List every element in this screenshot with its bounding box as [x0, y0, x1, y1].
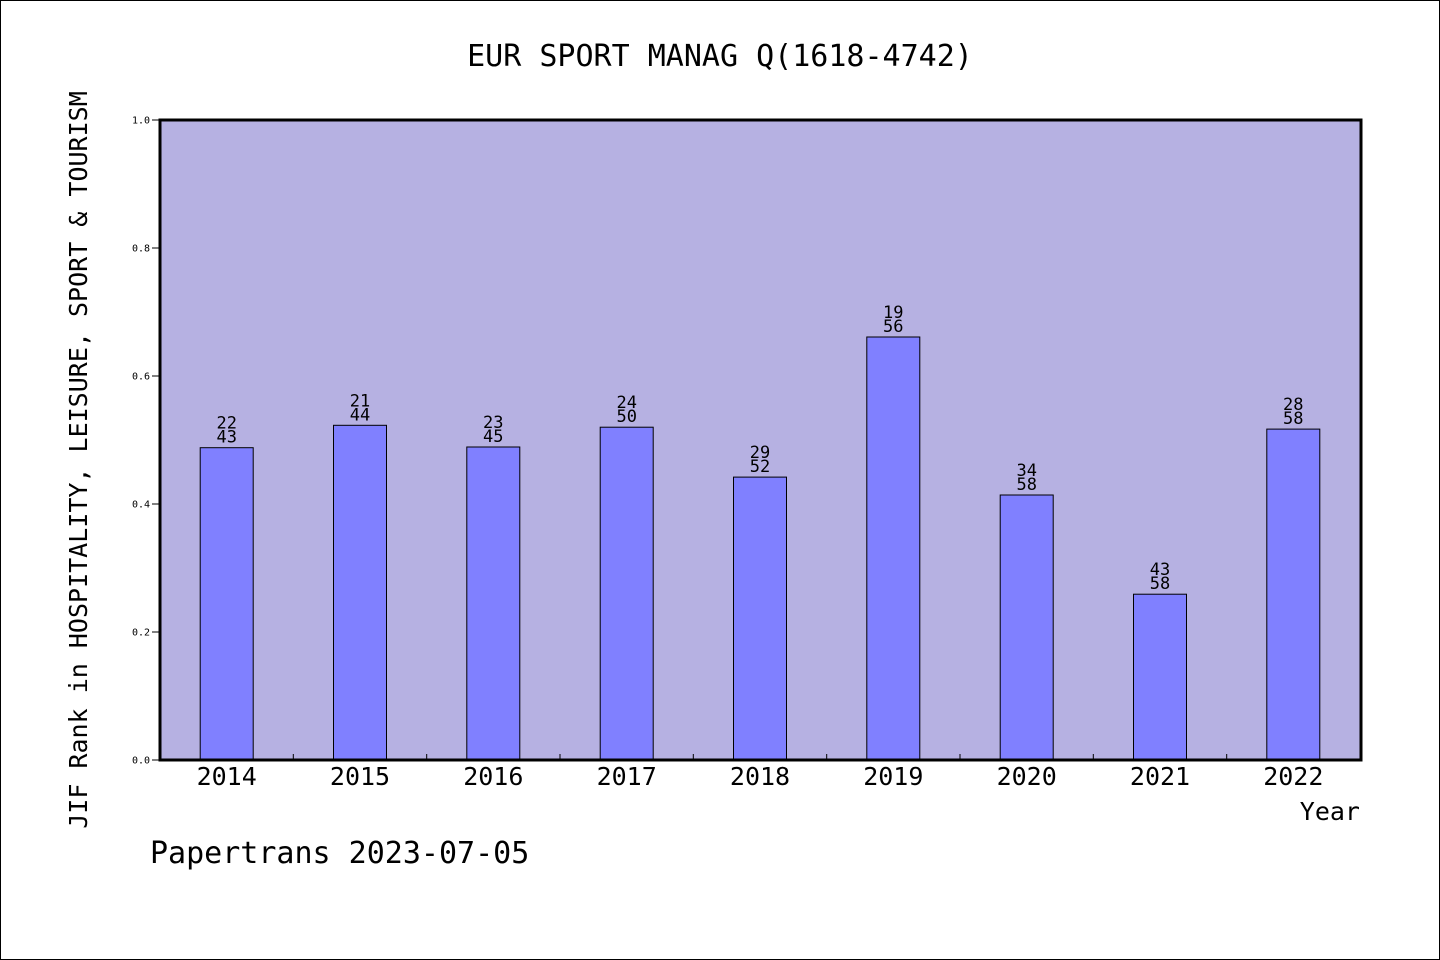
y-tick-label-0.0: 0.0 — [132, 756, 150, 767]
x-tick-label-2014: 2014 — [197, 762, 257, 791]
bar-label-total-2016: 45 — [483, 427, 503, 447]
y-tick-label-0.8: 0.8 — [132, 244, 150, 255]
bar-label-total-2022: 58 — [1283, 409, 1303, 429]
footer-credit: Papertrans 2023-07-05 — [150, 836, 529, 871]
bar-label-rank-2017: 24 — [616, 393, 636, 413]
bar-2018 — [733, 476, 787, 761]
x-axis-label: Year — [1300, 797, 1360, 826]
bar-2017 — [599, 426, 654, 761]
y-axis-label: JIF Rank in HOSPITALITY, LEISURE, SPORT … — [64, 91, 93, 829]
bar-2016 — [466, 446, 521, 761]
bar-2020 — [999, 494, 1054, 761]
bar-label-rank-2018: 29 — [750, 443, 770, 463]
x-tick-label-2020: 2020 — [997, 762, 1057, 791]
bar-2015 — [333, 424, 387, 761]
y-tick-label-1.0: 1.0 — [132, 116, 150, 127]
y-tick-label-0.2: 0.2 — [132, 628, 150, 639]
bar-2014 — [199, 447, 254, 761]
x-tick-label-2016: 2016 — [463, 762, 523, 791]
bar-label-rank-2014: 22 — [216, 414, 236, 434]
bar-label-rank-2016: 23 — [483, 413, 503, 433]
bar-label-total-2017: 50 — [616, 407, 636, 427]
bar-label-total-2021: 58 — [1150, 574, 1170, 594]
bar-label-rank-2019: 19 — [883, 303, 903, 323]
bar-2021 — [1133, 593, 1187, 761]
x-tick-label-2019: 2019 — [863, 762, 923, 791]
bar-label-rank-2015: 21 — [350, 391, 370, 411]
x-tick-label-2017: 2017 — [597, 762, 657, 791]
x-tick-label-2022: 2022 — [1263, 762, 1323, 791]
chart-title: EUR SPORT MANAG Q(1618-4742) — [467, 39, 973, 74]
x-tick-label-2021: 2021 — [1130, 762, 1190, 791]
x-tick-label-2015: 2015 — [330, 762, 390, 791]
bar-label-total-2019: 56 — [883, 317, 903, 337]
bar-2019 — [866, 336, 921, 761]
bar-label-rank-2020: 34 — [1016, 461, 1036, 481]
bar-2022 — [1266, 428, 1321, 761]
bar-label-total-2020: 58 — [1016, 475, 1036, 495]
bar-label-total-2015: 44 — [350, 405, 370, 425]
bar-label-rank-2022: 28 — [1283, 395, 1303, 415]
bar-label-total-2014: 43 — [216, 428, 236, 448]
y-tick-label-0.6: 0.6 — [132, 372, 150, 383]
y-axis-ticks: 0.0 0.2 0.4 0.6 0.8 1.0 — [132, 116, 160, 767]
bar-label-total-2018: 52 — [750, 457, 770, 477]
bars-layer — [199, 336, 1321, 761]
x-tick-label-2018: 2018 — [730, 762, 790, 791]
bar-label-rank-2021: 43 — [1150, 560, 1170, 580]
x-axis-ticks: 2014 2015 2016 2017 2018 2019 2020 2021 2022 — [197, 754, 1323, 791]
y-tick-label-0.4: 0.4 — [132, 500, 150, 511]
plot-border — [158, 118, 1363, 762]
